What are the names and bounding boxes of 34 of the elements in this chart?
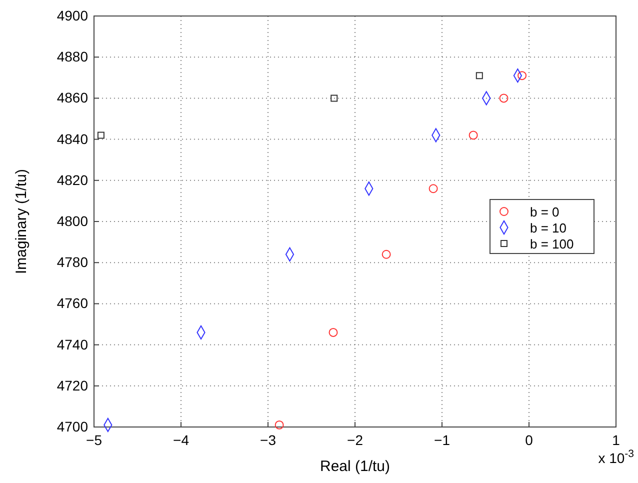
point bbox=[518, 71, 527, 80]
point bbox=[330, 94, 338, 102]
legend-label: b = 10 bbox=[530, 220, 567, 236]
legend-label: b = 0 bbox=[530, 204, 560, 220]
x-axis-title: Real (1/tu) bbox=[320, 458, 390, 475]
point bbox=[428, 184, 438, 194]
x-tick-label: 1 bbox=[612, 432, 620, 448]
y-tick-label: 4760 bbox=[56, 295, 88, 312]
y-tick-label: 4720 bbox=[56, 377, 88, 394]
y-tick-label: 4900 bbox=[56, 7, 88, 24]
y-tick-label: 4840 bbox=[56, 130, 88, 147]
y-tick-label: 4860 bbox=[56, 90, 88, 106]
point bbox=[499, 94, 508, 103]
x-tick-label: −4 bbox=[173, 432, 190, 448]
y-axis-title: Imaginary (1/tu) bbox=[13, 168, 30, 274]
x-tick-label: −5 bbox=[86, 432, 102, 448]
y-tick-label: 4700 bbox=[56, 418, 88, 434]
y-tick-label: 4780 bbox=[56, 254, 88, 270]
y-tick-label: 4740 bbox=[56, 336, 88, 352]
x-tick-label: −1 bbox=[434, 432, 450, 448]
point bbox=[468, 130, 478, 140]
point bbox=[476, 72, 483, 80]
point bbox=[382, 250, 391, 259]
x-tick-label: 0 bbox=[525, 432, 534, 448]
y-tick-label: 4880 bbox=[56, 48, 88, 65]
legend-label: b = 100 bbox=[530, 236, 574, 252]
text: x 10$^{-3}$ bbox=[598, 448, 634, 466]
y-tick-label: 4800 bbox=[56, 212, 88, 229]
point bbox=[328, 328, 338, 337]
point bbox=[274, 420, 284, 430]
y-tick-label: 4820 bbox=[56, 172, 88, 188]
point bbox=[97, 132, 104, 139]
x-tick-label: −3 bbox=[260, 432, 276, 448]
x-tick-label: −2 bbox=[347, 432, 364, 448]
